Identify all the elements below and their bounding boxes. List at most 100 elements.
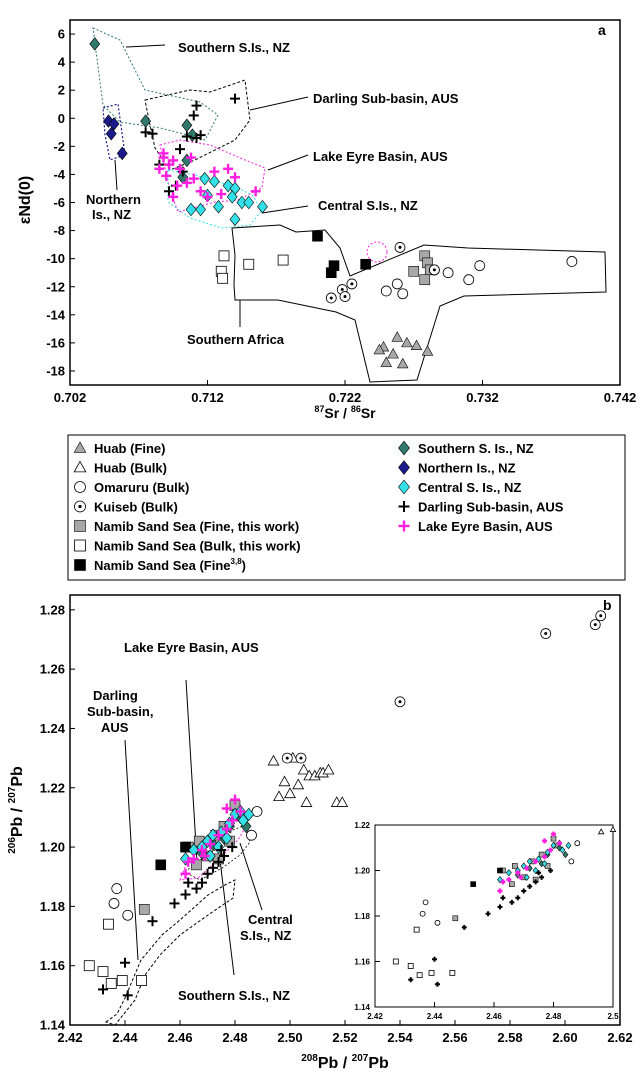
point-b-darling (227, 842, 238, 853)
point-b-huab_bulk (284, 787, 296, 799)
panel-b-xtick-label: 2.50 (277, 1030, 302, 1045)
legend-label-namib_fine_ref: Namib Sand Sea (Fine3,8) (94, 557, 246, 573)
panel-b-ylabel: 206Pb / 207Pb (7, 766, 26, 854)
point-a-kuiseb (346, 278, 358, 290)
point-b-darling (120, 957, 130, 968)
point-a-darling (188, 110, 199, 121)
point-b-huab_bulk (322, 763, 335, 775)
point-b-kuiseb (295, 752, 307, 764)
point-a-namib_bulk (277, 254, 289, 266)
point-a-lake_eyre (172, 180, 183, 191)
point-inset-namib_fine_ref (470, 881, 476, 887)
legend-items: Huab (Fine) Huab (Bulk) Omaruru (Bulk) Kuis… (73, 440, 564, 573)
point-b-huab_bulk (300, 796, 313, 807)
legend-label-lake_eyre: Lake Eyre Basin, AUS (418, 519, 553, 534)
point-a-lake_eyre (154, 163, 165, 174)
panel-a-ytick-label: -16 (46, 335, 65, 350)
point-inset-omaruru (568, 858, 575, 865)
point-a-darling (191, 100, 202, 111)
legend-label-namib_bulk: Namib Sand Sea (Bulk, this work) (94, 539, 301, 554)
legend-frame (67, 434, 626, 581)
point-b-lake_eyre (213, 830, 224, 841)
arrow-lake-eyre (267, 154, 309, 171)
point-inset-huab_bulk (597, 828, 605, 835)
panel-a-xtick-label: 0.742 (604, 390, 637, 405)
panel-a-label: a (598, 22, 606, 38)
label-southern-nz: Southern S.Is., NZ (178, 40, 290, 55)
panel-a-ytick-label: 0 (58, 111, 65, 126)
panel-a-ytick-label: 6 (58, 27, 65, 42)
legend-label-central_nz: Central S. Is., NZ (418, 480, 521, 495)
point-a-huab_fine (373, 343, 386, 355)
point-b-kuiseb (595, 610, 607, 622)
point-a-kuiseb (325, 292, 337, 304)
legend-label-omaruru: Omaruru (Bulk) (94, 480, 189, 495)
point-a-lake_eyre (188, 173, 199, 184)
inset-ticks: 2.42 2.44 2.46 2.48 2.5 1.14 1.16 1.18 1.20 1.22 (354, 821, 619, 1021)
legend-marker-huab_fine (73, 441, 87, 453)
panel-a-ytick-label: -14 (46, 307, 66, 322)
point-inset-namib_fine_ref (497, 867, 503, 874)
point-b-darling (213, 856, 224, 867)
panel-b-xtick-label: 2.60 (552, 1030, 577, 1045)
arrow-northern-nz (114, 159, 118, 191)
point-inset-central_nz (541, 860, 548, 868)
point-a-omaruru (474, 260, 486, 272)
point-inset-lake_eyre (500, 879, 506, 885)
lake-eyre-outlier-ring (366, 241, 388, 263)
inset-ytick-label: 1.14 (354, 1003, 370, 1012)
point-inset-lake_eyre (533, 858, 539, 864)
point-a-kuiseb (428, 264, 440, 276)
inset-xtick-label: 2.42 (367, 1012, 383, 1021)
point-b-namib_fine (138, 904, 150, 915)
point-b-kuiseb (281, 752, 293, 764)
panel-b-inset: 2.42 2.44 2.46 2.48 2.5 1.14 1.16 1.18 1.20 1.22 (354, 821, 619, 1021)
legend-marker-central_nz (398, 479, 410, 495)
panel-a-chart: 0.702 0.712 0.722 0.732 0.742 6 4 2 0 -2 -4 -6 -8 -10… (17, 19, 636, 421)
point-a-omaruru (380, 285, 392, 297)
point-b-lake_eyre (188, 853, 199, 864)
envelope-southern-nz (92, 27, 219, 141)
point-inset-central_nz (559, 846, 566, 854)
point-inset-darling (461, 924, 467, 930)
panel-b-xtick-label: 2.44 (112, 1030, 138, 1045)
panel-b-ticks: 2.42 2.44 2.46 2.48 2.50 2.52 2.54 2.56 2.58 2.60… (40, 602, 633, 1045)
point-inset-lake_eyre (497, 888, 503, 894)
point-a-darling (230, 93, 240, 104)
label-darling: Darling Sub-basin, AUS (313, 91, 459, 106)
point-b-omaruru (122, 909, 134, 921)
legend: Huab (Fine) Huab (Bulk) Omaruru (Bulk) Kuis… (67, 434, 626, 581)
point-a-namib_fine_ref (360, 258, 371, 270)
point-inset-darling (521, 888, 527, 894)
point-a-lake_eyre (202, 191, 213, 202)
point-inset-lake_eyre (506, 877, 512, 883)
point-b-kuiseb (540, 628, 552, 639)
panel-a-xtick-label: 0.702 (54, 390, 87, 405)
panel-a-xtick-label: 0.732 (466, 390, 499, 405)
point-b-namib_fine_ref (180, 841, 191, 853)
point-a-namib_fine (408, 265, 420, 277)
panel-b-xtick-label: 2.54 (387, 1030, 413, 1045)
panel-a-ytick-label: -2 (53, 139, 65, 154)
point-inset-darling (432, 956, 437, 962)
point-a-namib_fine (419, 274, 431, 286)
point-inset-omaruru (419, 910, 426, 917)
panel-b-points (83, 610, 607, 1001)
point-b-darling (208, 862, 218, 873)
point-inset-lake_eyre (524, 865, 530, 871)
point-inset-lake_eyre (542, 854, 548, 860)
point-a-namib_bulk (217, 272, 229, 284)
inset-ytick-label: 1.22 (354, 821, 370, 830)
panel-a-ticks: 0.702 0.712 0.722 0.732 0.742 6 4 2 0 -2 -4 -6 -8 -10… (46, 27, 636, 405)
panel-b-ytick-label: 1.22 (40, 780, 65, 795)
point-a-lake_eyre (175, 163, 185, 174)
arrow-darling-b (124, 739, 139, 961)
point-b-huab_bulk (292, 778, 305, 790)
point-b-namib_bulk (97, 966, 109, 978)
point-b-lake_eyre (230, 794, 240, 805)
legend-marker-omaruru (74, 481, 86, 493)
panel-b-ytick-label: 1.28 (40, 602, 65, 617)
inset-xtick-label: 2.5 (607, 1012, 619, 1021)
point-a-lake_eyre (161, 170, 172, 181)
